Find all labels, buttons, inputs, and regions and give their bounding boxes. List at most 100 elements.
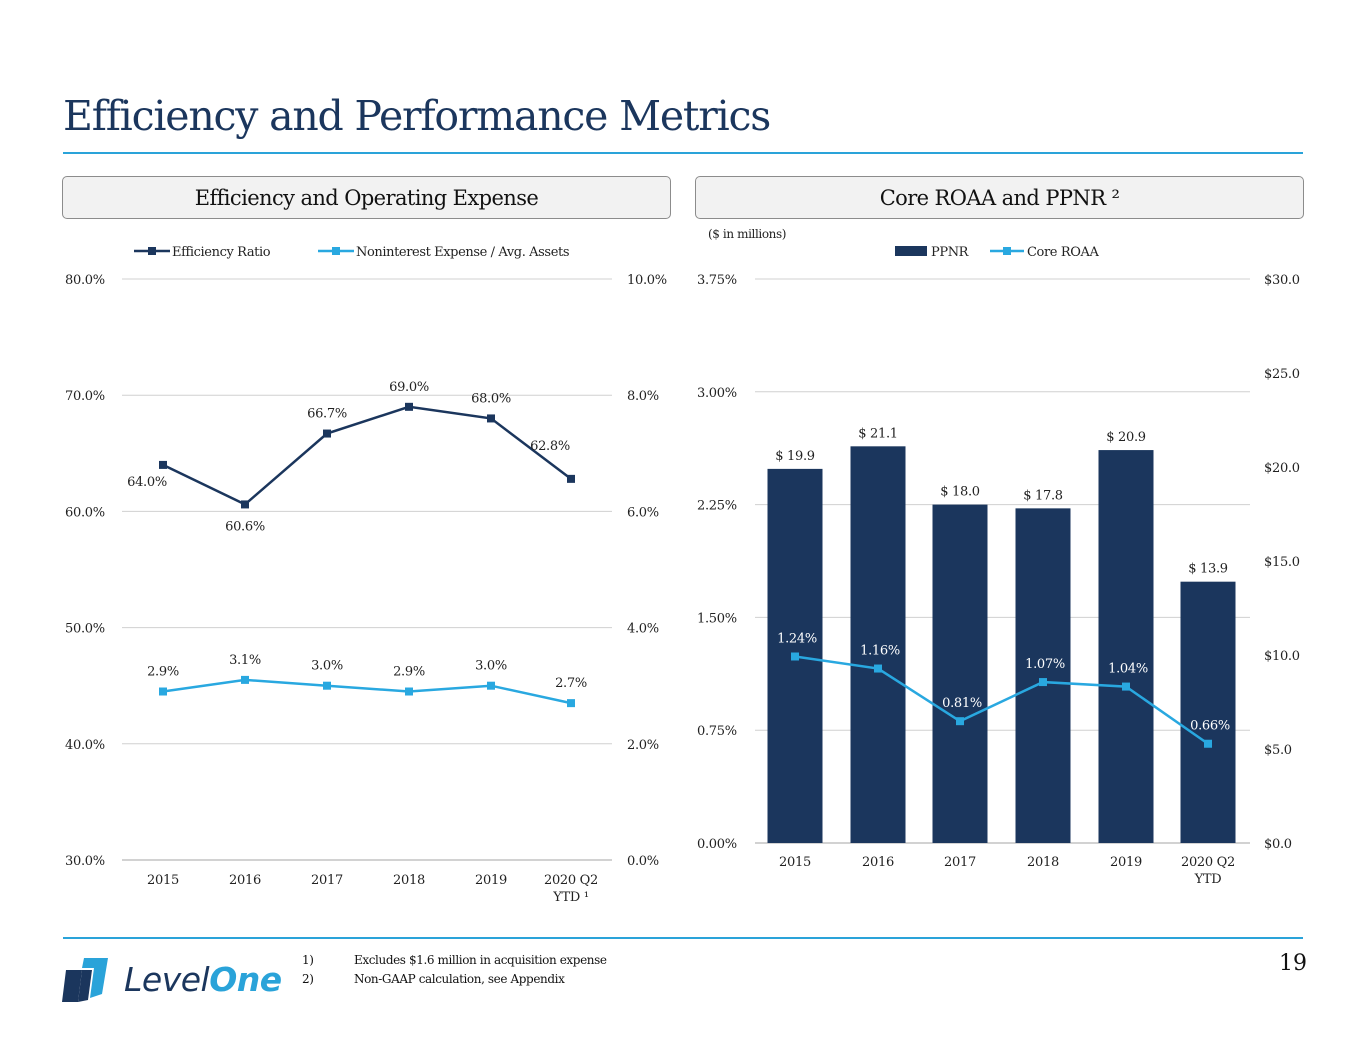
efficiency-right-axis-tick: 10.0% — [627, 273, 667, 288]
efficiency-ratio-marker — [159, 460, 167, 469]
core-roaa-data-label: 1.16% — [860, 644, 900, 659]
legend-efficiency-ratio-label: Efficiency Ratio — [172, 245, 271, 260]
efficiency-ratio-line — [162, 405, 572, 506]
efficiency-x-axis-tick: 2018 — [393, 873, 425, 888]
core-roaa-marker — [791, 652, 799, 661]
efficiency-left-axis-tick: 70.0% — [65, 389, 105, 404]
legend-efficiency-ratio-marker — [148, 247, 156, 255]
roaa-x-axis-tick: 2015 — [779, 855, 811, 870]
ppnr-right-axis-tick: $30.0 — [1264, 273, 1300, 288]
page-number: 19 — [1279, 951, 1307, 976]
core-roaa-marker — [1204, 739, 1212, 748]
ppnr-right-axis-tick: $5.0 — [1264, 743, 1292, 758]
nonint-expense-line — [162, 678, 572, 705]
footnotes: 1) Excludes $1.6 million in acquisition … — [302, 951, 607, 989]
nonint-expense-data-label: 2.9% — [393, 665, 425, 680]
ppnr-bar — [850, 446, 906, 843]
ppnr-right-axis-tick: $20.0 — [1264, 461, 1300, 476]
ppnr-bar — [1015, 508, 1071, 843]
efficiency-ratio-data-label: 60.6% — [225, 519, 265, 534]
efficiency-x-axis-tick: 2020 Q2 — [544, 873, 598, 888]
charts-canvas: 30.0% 40.0% 50.0% 60.0% 70.0% 80.0% 0.0% 2.0% 4.… — [65, 227, 1300, 905]
roaa-units-note: ($ in millions) — [708, 227, 786, 241]
efficiency-left-axis-tick: 60.0% — [65, 505, 105, 520]
roaa-panel-title: Core ROAA and PPNR ² — [879, 185, 1120, 210]
ppnr-bar — [1098, 450, 1154, 843]
efficiency-left-axis-tick: 40.0% — [65, 738, 105, 753]
ppnr-right-axis-tick: $0.0 — [1264, 837, 1292, 852]
nonint-expense-data-label: 2.9% — [147, 665, 179, 680]
efficiency-ratio-data-label: 64.0% — [127, 475, 167, 490]
roaa-left-axis-tick: 3.75% — [697, 273, 737, 288]
roaa-left-axis-tick: 3.00% — [697, 386, 737, 401]
core-roaa-data-label: 1.04% — [1108, 662, 1148, 677]
footer-divider — [63, 937, 1303, 939]
core-roaa-data-label: 1.24% — [777, 632, 817, 647]
levelone-logo-text: LevelOne — [124, 960, 282, 999]
nonint-expense-marker — [405, 687, 413, 696]
efficiency-x-axis-tick: YTD ¹ — [552, 890, 589, 905]
core-roaa-marker — [1039, 678, 1047, 687]
ppnr-data-label: $ 17.8 — [1023, 488, 1063, 503]
levelone-logo: LevelOne — [62, 952, 292, 1008]
core-roaa-data-label: 0.66% — [1190, 719, 1230, 734]
roaa-x-axis-tick: 2020 Q2 — [1181, 855, 1235, 870]
ppnr-right-axis-tick: $15.0 — [1264, 555, 1300, 570]
core-roaa-data-label: 0.81% — [942, 696, 982, 711]
core-roaa-data-label: 1.07% — [1025, 657, 1065, 672]
core-roaa-line — [794, 655, 1209, 745]
efficiency-ratio-marker — [487, 414, 495, 423]
efficiency-right-axis-tick: 6.0% — [627, 505, 659, 520]
core-roaa-marker — [874, 664, 882, 673]
efficiency-panel-title: Efficiency and Operating Expense — [194, 185, 539, 210]
roaa-left-axis-tick: 0.00% — [697, 837, 737, 852]
nonint-expense-data-label: 2.7% — [555, 676, 587, 691]
roaa-left-axis-tick: 1.50% — [697, 611, 737, 626]
legend-ppnr-label: PPNR — [931, 245, 970, 260]
efficiency-ratio-marker — [405, 402, 413, 411]
nonint-expense-marker — [159, 687, 167, 696]
legend-nonint-expense-label: Noninterest Expense / Avg. Assets — [356, 245, 569, 260]
ppnr-data-label: $ 13.9 — [1188, 562, 1228, 577]
roaa-x-axis-tick: YTD — [1194, 872, 1222, 887]
efficiency-ratio-data-label: 62.8% — [530, 439, 570, 454]
core-roaa-marker — [1122, 682, 1130, 691]
roaa-left-axis-tick: 2.25% — [697, 499, 737, 514]
ppnr-data-label: $ 19.9 — [775, 449, 815, 464]
efficiency-right-axis-tick: 0.0% — [627, 854, 659, 869]
ppnr-data-label: $ 18.0 — [940, 485, 980, 500]
efficiency-right-axis-tick: 4.0% — [627, 622, 659, 637]
nonint-expense-marker — [323, 681, 331, 690]
legend-ppnr-swatch — [895, 246, 927, 256]
efficiency-ratio-marker — [323, 429, 331, 438]
nonint-expense-data-label: 3.1% — [229, 653, 261, 668]
roaa-x-axis-tick: 2016 — [862, 855, 894, 870]
title-divider — [63, 152, 1303, 154]
nonint-expense-marker — [567, 699, 575, 708]
page-title: Efficiency and Performance Metrics — [63, 92, 771, 140]
ppnr-right-axis-tick: $25.0 — [1264, 367, 1300, 382]
efficiency-panel-header: Efficiency and Operating Expense — [62, 176, 671, 219]
efficiency-right-axis-tick: 8.0% — [627, 389, 659, 404]
efficiency-left-axis-tick: 30.0% — [65, 854, 105, 869]
ppnr-right-axis-tick: $10.0 — [1264, 649, 1300, 664]
nonint-expense-marker — [487, 681, 495, 690]
efficiency-ratio-data-label: 66.7% — [307, 407, 347, 422]
efficiency-left-axis-tick: 80.0% — [65, 273, 105, 288]
ppnr-data-label: $ 20.9 — [1106, 430, 1146, 445]
efficiency-ratio-data-label: 68.0% — [471, 391, 511, 406]
footnote-2: 2) Non-GAAP calculation, see Appendix — [302, 972, 565, 986]
efficiency-x-axis-tick: 2019 — [475, 873, 507, 888]
efficiency-left-axis-tick: 50.0% — [65, 622, 105, 637]
roaa-left-axis-tick: 0.75% — [697, 724, 737, 739]
roaa-x-axis-tick: 2018 — [1027, 855, 1059, 870]
nonint-expense-marker — [241, 675, 249, 684]
legend-nonint-expense-marker — [332, 247, 340, 255]
efficiency-ratio-marker — [241, 500, 249, 509]
legend-core-roaa-label: Core ROAA — [1027, 245, 1099, 260]
efficiency-ratio-data-label: 69.0% — [389, 380, 429, 395]
efficiency-right-axis-tick: 2.0% — [627, 738, 659, 753]
legend-core-roaa-marker — [1003, 247, 1011, 255]
ppnr-bar — [932, 504, 988, 843]
efficiency-x-axis-tick: 2017 — [311, 873, 343, 888]
